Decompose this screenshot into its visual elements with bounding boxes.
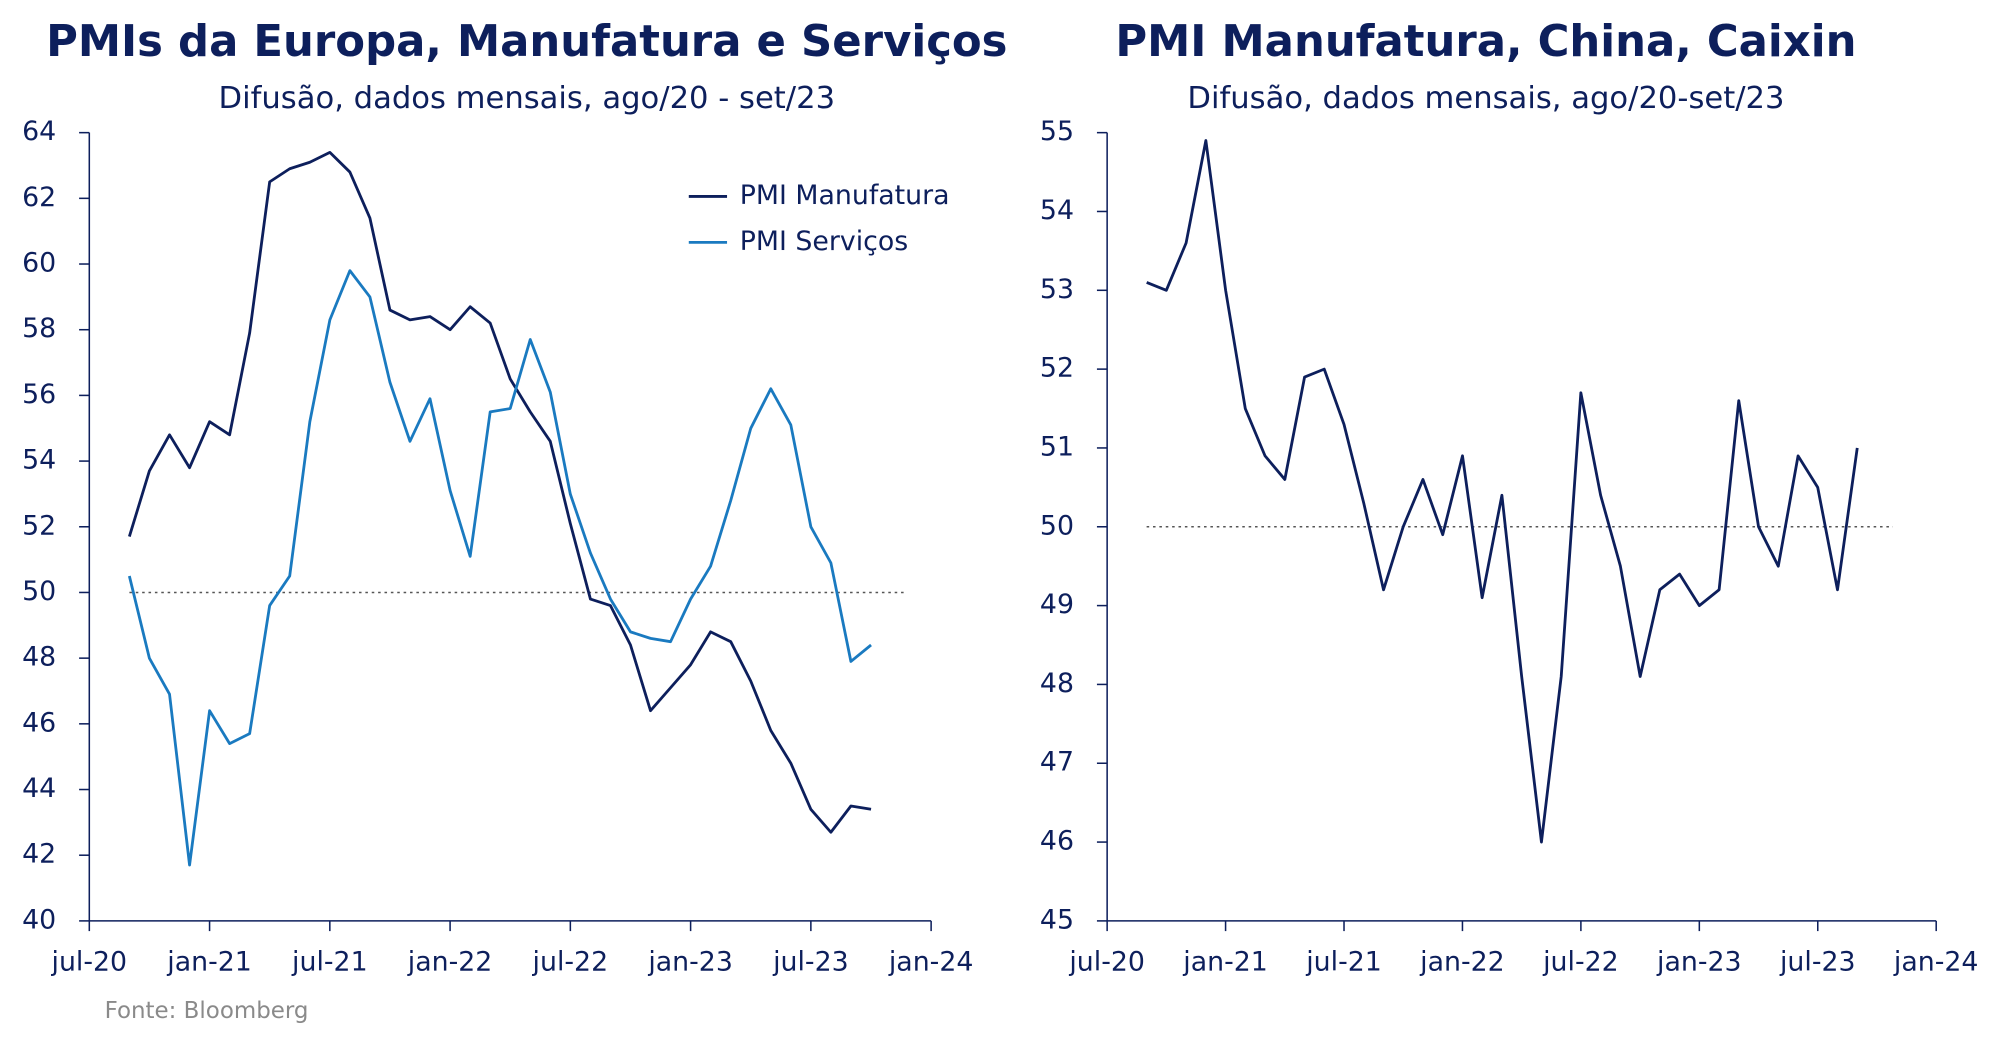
chart-subtitle: Difusão, dados mensais, ago/20-set/23 [1187,81,1784,116]
y-tick-label: 46 [22,707,56,738]
y-tick-label: 45 [1040,904,1074,935]
legend-label: PMI Manufatura [740,180,950,211]
x-tick-label: jul-20 [1068,946,1145,977]
y-tick-label: 52 [1040,353,1074,384]
y-tick-label: 60 [22,248,56,279]
y-tick-label: 53 [1040,274,1074,305]
y-tick-label: 49 [1040,589,1074,620]
y-tick-label: 50 [22,576,56,607]
x-tick-label: jan-22 [407,946,493,977]
x-tick-label: jul-22 [532,946,609,977]
legend-label: PMI Serviços [740,226,908,257]
x-tick-label: jan-23 [647,946,733,977]
chart-subtitle: Difusão, dados mensais, ago/20 - set/23 [219,81,836,116]
x-tick-label: jul-21 [1305,946,1382,977]
x-tick-label: jan-21 [166,946,252,977]
x-tick-label: jul-20 [51,946,128,977]
series-line [128,151,872,834]
x-tick-label: jan-22 [1419,946,1505,977]
chart-title: PMI Manufatura, China, Caixin [1115,17,1856,67]
y-tick-label: 62 [22,182,56,213]
y-tick-label: 51 [1040,431,1074,462]
y-tick-label: 56 [22,379,56,410]
y-tick-label: 47 [1040,747,1074,778]
y-tick-label: 52 [22,510,56,541]
x-tick-label: jul-23 [772,946,849,977]
y-tick-label: 54 [1040,195,1074,226]
y-tick-label: 44 [22,773,56,804]
x-tick-label: jan-24 [1893,946,1979,977]
y-tick-label: 48 [1040,668,1074,699]
y-tick-label: 40 [22,904,56,935]
y-tick-label: 58 [22,313,56,344]
series-line [1146,139,1859,844]
x-tick-label: jul-23 [1779,946,1856,977]
y-tick-label: 48 [22,642,56,673]
y-tick-label: 55 [1040,116,1074,147]
x-tick-label: jan-24 [888,946,974,977]
y-tick-label: 54 [22,445,56,476]
y-tick-label: 42 [22,839,56,870]
y-tick-label: 50 [1040,510,1074,541]
x-tick-label: jul-22 [1542,946,1619,977]
y-tick-label: 64 [22,116,56,147]
series-line [127,269,872,867]
x-tick-label: jan-23 [1656,946,1742,977]
x-tick-label: jan-21 [1182,946,1268,977]
y-tick-label: 46 [1040,826,1074,857]
x-tick-label: jul-21 [291,946,368,977]
source: Fonte: Bloomberg [105,998,309,1024]
chart-title: PMIs da Europa, Manufatura e Serviços [46,17,1007,67]
